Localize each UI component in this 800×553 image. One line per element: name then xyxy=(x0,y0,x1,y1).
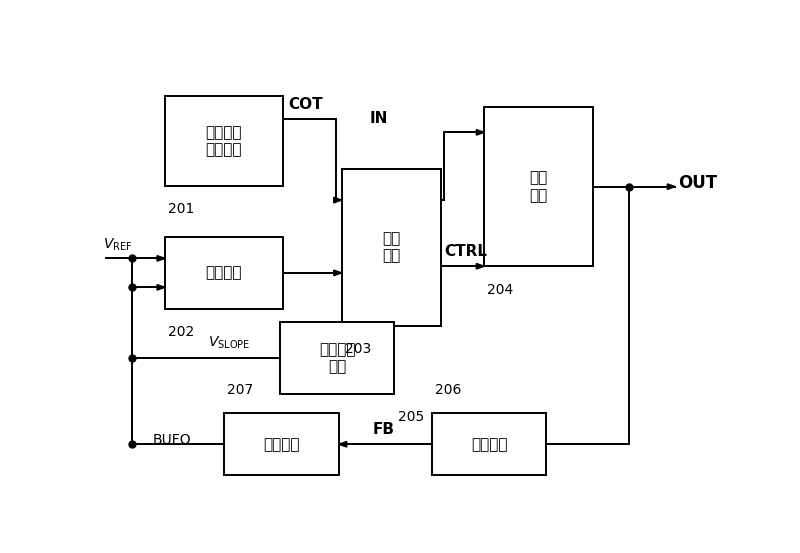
Polygon shape xyxy=(667,184,675,190)
Text: 205: 205 xyxy=(398,410,424,424)
Text: 斜坡补偿
电路: 斜坡补偿 电路 xyxy=(319,342,355,374)
Text: 逻辑
电路: 逻辑 电路 xyxy=(382,231,401,264)
Bar xyxy=(280,322,394,394)
Text: 导通时间
控制电路: 导通时间 控制电路 xyxy=(206,124,242,157)
Bar xyxy=(165,237,283,309)
Text: 206: 206 xyxy=(435,383,461,397)
Text: 反馈电路: 反馈电路 xyxy=(470,437,507,452)
Text: 207: 207 xyxy=(227,383,254,397)
Text: BUFO: BUFO xyxy=(153,433,191,447)
Polygon shape xyxy=(157,255,165,261)
Text: 比较电路: 比较电路 xyxy=(206,265,242,280)
Polygon shape xyxy=(338,441,346,447)
Polygon shape xyxy=(476,129,485,135)
Text: 缓冲电路: 缓冲电路 xyxy=(263,437,300,452)
Text: 201: 201 xyxy=(168,202,194,216)
Bar xyxy=(342,169,441,326)
Text: $V_{\rm REF}$: $V_{\rm REF}$ xyxy=(103,237,133,253)
Text: 202: 202 xyxy=(168,325,194,339)
Text: COT: COT xyxy=(288,97,322,112)
Text: FB: FB xyxy=(373,422,395,437)
Polygon shape xyxy=(476,263,485,269)
Text: $V_{\rm SLOPE}$: $V_{\rm SLOPE}$ xyxy=(209,335,250,351)
Bar xyxy=(165,96,283,186)
Text: IN: IN xyxy=(370,111,388,126)
Bar xyxy=(485,107,593,267)
Text: 开关
电路: 开关 电路 xyxy=(530,170,548,203)
Bar xyxy=(432,414,546,475)
Text: CTRL: CTRL xyxy=(444,244,487,259)
Polygon shape xyxy=(334,197,342,203)
Bar xyxy=(224,414,338,475)
Polygon shape xyxy=(157,285,165,290)
Text: OUT: OUT xyxy=(678,174,718,192)
Text: 203: 203 xyxy=(345,342,371,356)
Polygon shape xyxy=(334,270,342,275)
Text: 204: 204 xyxy=(487,283,514,296)
